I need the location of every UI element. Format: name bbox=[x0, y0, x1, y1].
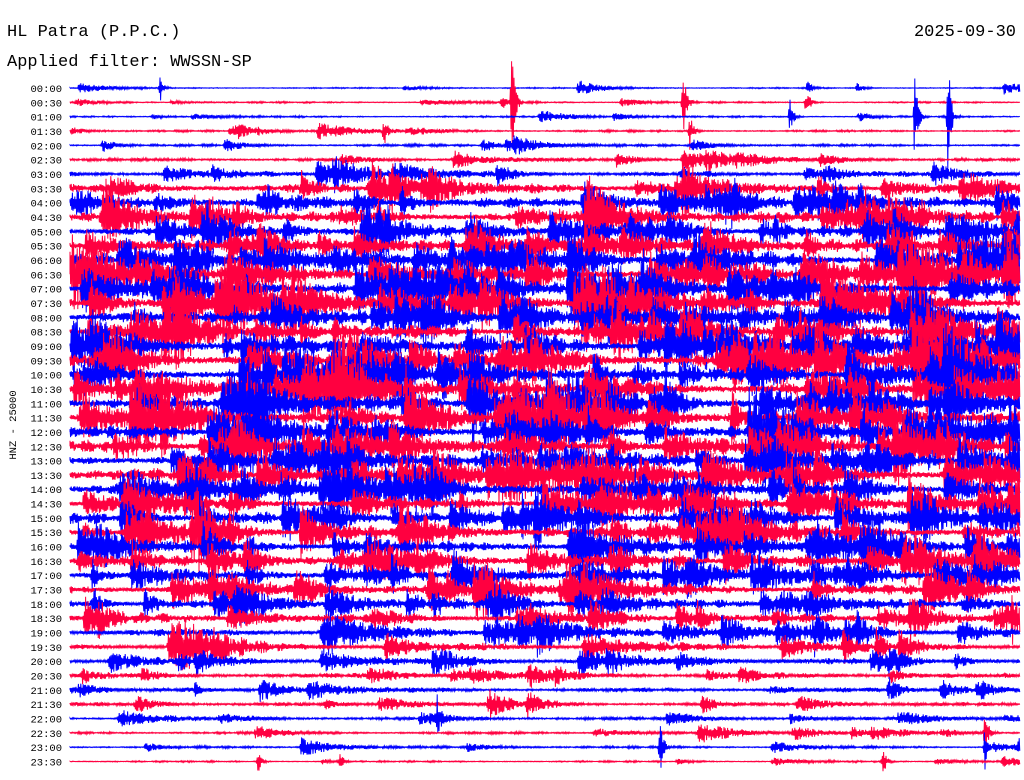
y-axis-label: HNZ - 25000 bbox=[8, 390, 20, 459]
row-label: 15:00 bbox=[30, 514, 62, 526]
row-label: 18:30 bbox=[30, 614, 62, 626]
row-label: 17:00 bbox=[30, 571, 62, 583]
trace-00-00 bbox=[69, 77, 1021, 101]
row-label: 08:30 bbox=[30, 328, 62, 340]
trace-group bbox=[69, 61, 1021, 772]
station-title: HL Patra (P.P.C.) bbox=[7, 23, 180, 42]
row-label: 10:30 bbox=[30, 385, 62, 397]
row-label: 08:00 bbox=[30, 313, 62, 325]
row-label: 01:00 bbox=[30, 113, 62, 125]
trace-02-00 bbox=[69, 135, 1021, 155]
row-label: 04:30 bbox=[30, 213, 62, 225]
trace-19-30 bbox=[69, 620, 1021, 671]
row-label: 15:30 bbox=[30, 528, 62, 540]
row-label: 13:30 bbox=[30, 471, 62, 483]
row-label: 16:30 bbox=[30, 557, 62, 569]
row-label: 13:00 bbox=[30, 457, 62, 469]
row-label: 21:30 bbox=[30, 700, 62, 712]
trace-03-00 bbox=[69, 156, 1021, 194]
row-label: 03:00 bbox=[30, 170, 62, 182]
row-label: 21:00 bbox=[30, 686, 62, 698]
row-label: 18:00 bbox=[30, 600, 62, 612]
row-label: 11:00 bbox=[30, 399, 62, 411]
row-label: 01:30 bbox=[30, 127, 62, 139]
trace-21-30 bbox=[69, 689, 1021, 719]
trace-04-30 bbox=[69, 175, 1021, 256]
row-label: 11:30 bbox=[30, 414, 62, 426]
row-label: 20:00 bbox=[30, 657, 62, 669]
row-label: 20:30 bbox=[30, 672, 62, 684]
row-label: 02:30 bbox=[30, 156, 62, 168]
row-label: 09:30 bbox=[30, 356, 62, 368]
trace-22-30 bbox=[69, 719, 1021, 749]
row-label: 12:00 bbox=[30, 428, 62, 440]
row-label: 19:00 bbox=[30, 629, 62, 641]
row-label: 17:30 bbox=[30, 586, 62, 598]
trace-18-30 bbox=[69, 595, 1021, 645]
trace-16-30 bbox=[69, 524, 1021, 597]
filter-subtitle: Applied filter: WWSSN-SP bbox=[7, 53, 252, 72]
trace-20-00 bbox=[69, 648, 1021, 680]
row-label: 16:00 bbox=[30, 543, 62, 555]
row-label: 23:30 bbox=[30, 758, 62, 770]
row-label: 06:00 bbox=[30, 256, 62, 268]
trace-08-30 bbox=[69, 295, 1021, 370]
row-label: 00:00 bbox=[30, 84, 62, 96]
trace-22-00 bbox=[69, 694, 1021, 734]
row-label: 09:00 bbox=[30, 342, 62, 354]
row-label: 07:00 bbox=[30, 285, 62, 297]
row-label: 00:30 bbox=[30, 98, 62, 110]
trace-18-00 bbox=[69, 582, 1021, 627]
row-label: 03:30 bbox=[30, 184, 62, 196]
trace-08-00 bbox=[69, 275, 1021, 363]
trace-20-30 bbox=[69, 664, 1021, 688]
row-label: 07:30 bbox=[30, 299, 62, 311]
row-label: 10:00 bbox=[30, 371, 62, 383]
row-label-group: 00:00 00:30 01:00 01:30 02:00 02:30 03:00 03:30… bbox=[30, 84, 62, 770]
row-label: 04:00 bbox=[30, 199, 62, 211]
row-label: 12:30 bbox=[30, 442, 62, 454]
trace-21-00 bbox=[69, 678, 1021, 702]
row-label: 22:30 bbox=[30, 729, 62, 741]
row-label: 14:00 bbox=[30, 485, 62, 497]
row-label: 02:00 bbox=[30, 141, 62, 153]
trace-23-00 bbox=[69, 726, 1021, 770]
row-label: 05:30 bbox=[30, 242, 62, 254]
row-label: 19:30 bbox=[30, 643, 62, 655]
trace-01-00 bbox=[69, 78, 1021, 171]
row-label: 06:30 bbox=[30, 270, 62, 282]
trace-00-30 bbox=[69, 61, 1021, 147]
date-label: 2025-09-30 bbox=[914, 23, 1016, 42]
row-label: 22:00 bbox=[30, 715, 62, 727]
row-label: 23:00 bbox=[30, 743, 62, 755]
trace-01-30 bbox=[69, 120, 1021, 150]
row-label: 05:00 bbox=[30, 227, 62, 239]
trace-23-30 bbox=[69, 751, 1021, 772]
trace-02-30 bbox=[69, 149, 1021, 172]
row-label: 14:30 bbox=[30, 500, 62, 512]
